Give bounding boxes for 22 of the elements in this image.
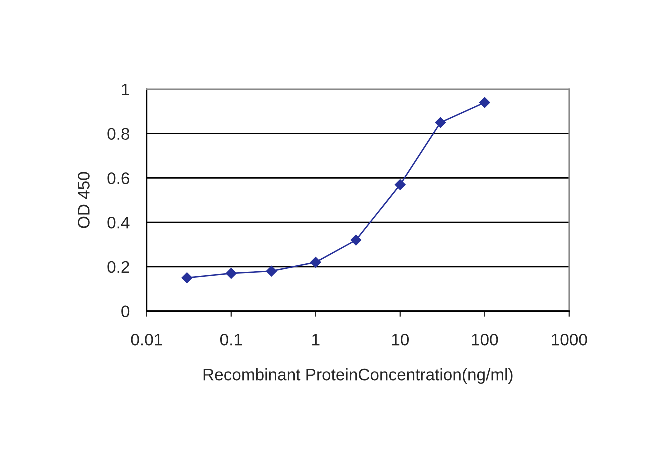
point [394,179,406,190]
point [479,97,490,108]
y-tick-label: 0.4 [108,216,130,229]
point [226,268,237,280]
point [182,272,193,284]
x-tick-label: 1000 [552,334,588,346]
y-tick-label: 1 [122,84,130,96]
x-tick-label: 0.01 [131,334,162,346]
y-tick-label: 0.8 [108,128,130,140]
y-axis-title: OD 450 [78,172,90,228]
y-tick-label: 0.2 [108,261,130,274]
y-tick-label: 0.6 [108,172,130,184]
y-tick-label: 0 [122,306,130,318]
point [310,257,322,268]
x-tick-label: 1 [312,334,320,346]
x-axis-title: Recombinant ProteinConcentration(ng/ml) [204,368,513,384]
x-tick-label: 100 [472,334,498,346]
x-tick-label: 10 [392,334,410,346]
point [435,117,446,128]
point [350,234,362,246]
x-tick-label: 0.1 [220,334,242,346]
point [266,266,278,277]
